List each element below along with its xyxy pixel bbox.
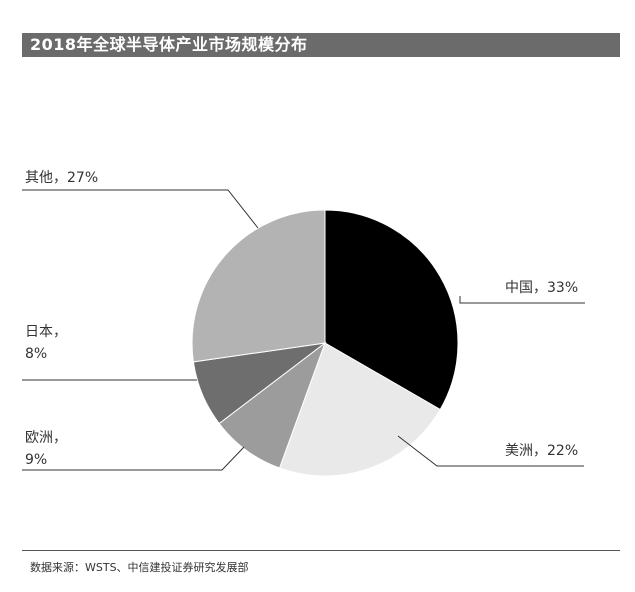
pie-slice-2 (278, 342, 441, 477)
pie-slice-5 (191, 209, 326, 363)
leader-line-2 (397, 435, 584, 467)
leader-line-3 (22, 446, 245, 471)
chart-title: 2018年全球半导体产业市场规模分布 (30, 35, 308, 54)
title-bar: 2018年全球半导体产业市场规模分布 (22, 33, 620, 57)
slice-label-5-line-1: 其他，27% (25, 170, 98, 186)
slice-label-4-line-2: 8% (25, 346, 47, 362)
pie-slice-1 (324, 209, 459, 411)
slice-label-3-line-2: 9% (25, 452, 47, 468)
leader-line-1 (459, 296, 585, 304)
slice-label-4-line-1: 日本， (25, 324, 67, 340)
source-note: 数据来源：WSTS、中信建投证券研究发展部 (30, 561, 249, 574)
slice-label-2-line-1: 美洲，22% (505, 443, 578, 459)
leader-line-5 (22, 189, 259, 229)
slice-label-3-line-1: 欧洲， (25, 430, 67, 446)
slice-label-1-line-1: 中国，33% (505, 280, 578, 296)
source-divider (22, 550, 620, 551)
